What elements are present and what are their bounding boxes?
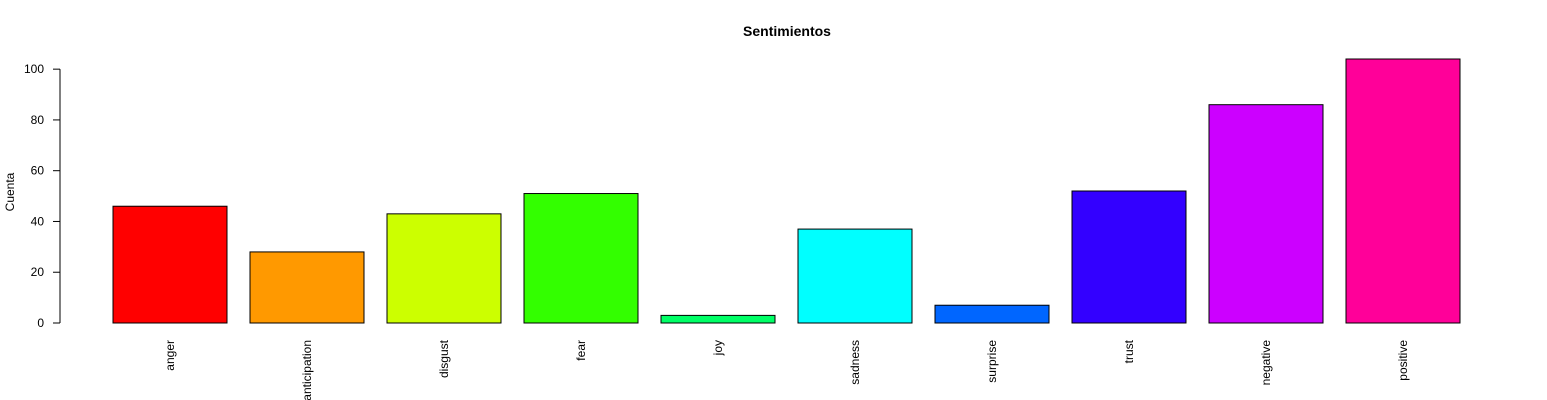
- bar-positive: [1345, 58, 1461, 324]
- y-tick-label: 40: [31, 214, 45, 228]
- y-tick-label: 80: [31, 113, 45, 127]
- bar-anger: [112, 205, 228, 324]
- x-tick-label-joy: joy: [711, 340, 725, 356]
- bar-surprise: [934, 304, 1050, 324]
- y-tick-label: 20: [31, 265, 45, 279]
- bar-anticipation: [249, 251, 365, 324]
- y-axis-label: Cuenta: [3, 172, 17, 211]
- x-tick-label-anticipation: anticipation: [300, 340, 314, 400]
- bar-trust: [1071, 190, 1187, 324]
- x-tick-label-negative: negative: [1259, 340, 1273, 386]
- x-tick-label-sadness: sadness: [848, 340, 862, 385]
- x-tick-label-positive: positive: [1396, 340, 1410, 381]
- bars: [112, 58, 1461, 324]
- y-axis: 0 20 40 60 80 100: [24, 62, 61, 330]
- bar-sadness: [797, 228, 913, 324]
- x-tick-label-anger: anger: [163, 340, 177, 371]
- chart-title: Sentimientos: [743, 23, 831, 39]
- y-tick-label: 60: [31, 164, 45, 178]
- bar-fear: [523, 193, 639, 324]
- bar-joy: [660, 314, 776, 324]
- x-tick-label-fear: fear: [574, 340, 588, 361]
- y-tick-label: 0: [37, 316, 44, 330]
- x-axis-labels: anger anticipation disgust fear joy sadness su…: [163, 339, 1410, 400]
- bar-disgust: [386, 213, 502, 324]
- x-tick-label-disgust: disgust: [437, 339, 451, 378]
- x-tick-label-trust: trust: [1122, 339, 1136, 363]
- y-tick-label: 100: [24, 62, 44, 76]
- x-tick-label-surprise: surprise: [985, 340, 999, 383]
- bar-negative: [1208, 104, 1324, 324]
